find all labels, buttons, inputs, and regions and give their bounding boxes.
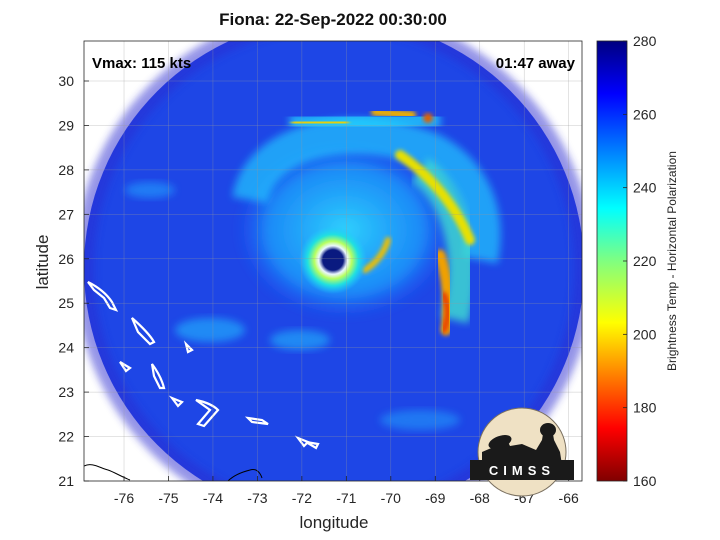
colorbar-tick-label: 160: [633, 473, 657, 489]
cimss-logo-text: CIMSS: [489, 463, 555, 478]
colorbar-tick-label: 200: [633, 326, 657, 342]
colorbar-tick-labels: 280 260 240 220 200 180 160: [623, 33, 657, 489]
y-tick-labels: 30 29 28 27 26 25 24 23 22 21: [58, 73, 89, 489]
x-axis-label: longitude: [299, 513, 368, 532]
colorbar-tick-label: 280: [633, 33, 657, 49]
x-tick-labels: -76 -75 -74 -73 -72 -71 -70 -69 -68 -67 -66: [114, 476, 579, 506]
coastline: [84, 464, 263, 481]
y-tick-label: 28: [58, 162, 74, 178]
vmax-label: Vmax: 115 kts: [92, 55, 191, 72]
y-axis-label: latitude: [33, 235, 52, 290]
y-tick-label: 27: [58, 206, 74, 222]
warm-band-east: [395, 150, 475, 245]
x-tick-label: -69: [425, 490, 445, 506]
time-away-label: 01:47 away: [496, 55, 576, 72]
cimss-logo: CIMSS: [470, 407, 574, 497]
x-tick-label: -71: [336, 490, 356, 506]
colorbar-tick-label: 180: [633, 400, 657, 416]
colorbar-tick-label: 240: [633, 180, 657, 196]
colorbar-label: Brightness Temp - Horizontal Polarizatio…: [665, 151, 679, 371]
outer-rainband: [232, 118, 501, 264]
chart-title: Fiona: 22-Sep-2022 00:30:00: [219, 10, 447, 29]
y-tick-label: 22: [58, 429, 74, 445]
warm-band-north: [291, 118, 349, 127]
colorbar-tick-label: 220: [633, 253, 657, 269]
x-tick-label: -73: [247, 490, 267, 506]
x-tick-label: -72: [292, 490, 312, 506]
y-tick-label: 25: [58, 295, 74, 311]
hurricane-eye: [324, 251, 342, 269]
x-tick-label: -68: [470, 490, 490, 506]
x-tick-label: -70: [381, 490, 401, 506]
x-tick-label: -74: [203, 490, 223, 506]
y-tick-label: 24: [58, 340, 74, 356]
y-tick-label: 29: [58, 117, 74, 133]
x-tick-label: -76: [114, 490, 134, 506]
colorbar-tick-label: 260: [633, 106, 657, 122]
axes-frame: [83, 40, 583, 482]
microwave-imagery: [84, 41, 582, 481]
y-tick-label: 30: [58, 73, 74, 89]
y-tick-label: 26: [58, 251, 74, 267]
x-tick-label: -75: [158, 490, 178, 506]
colorbar: [596, 40, 628, 482]
x-tick-label: -66: [559, 490, 579, 506]
y-tick-label: 23: [58, 384, 74, 400]
y-tick-label: 21: [58, 473, 74, 489]
